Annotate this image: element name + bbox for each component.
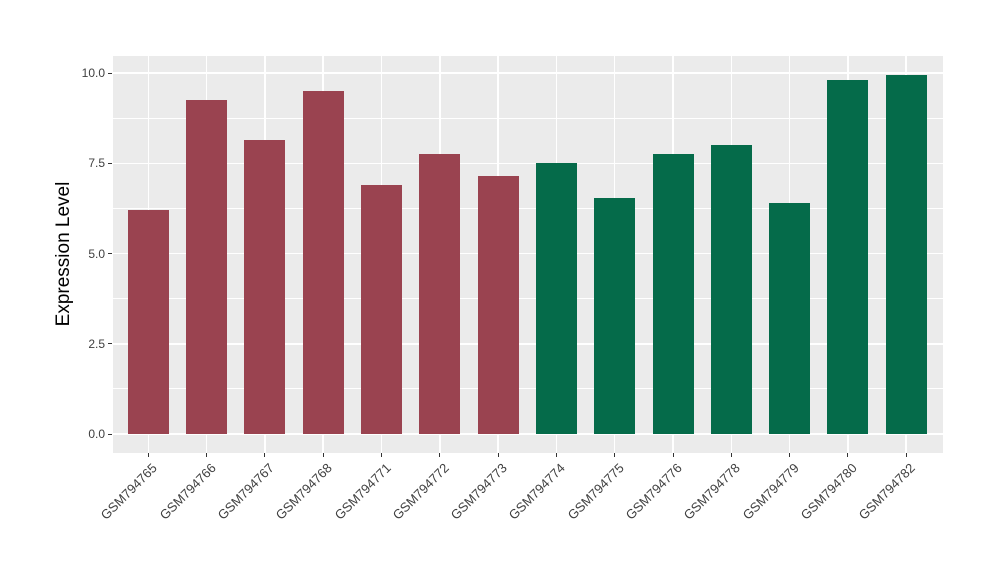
x-tick-mark (555, 453, 557, 457)
x-tick-label: GSM794774 (506, 460, 569, 523)
bar (127, 210, 169, 434)
y-major-gridline (113, 343, 943, 345)
bar (302, 91, 344, 434)
y-major-gridline (113, 433, 943, 435)
y-tick-mark (108, 433, 112, 435)
bar (652, 154, 694, 434)
x-tick-label: GSM794779 (739, 460, 802, 523)
bar (244, 139, 286, 434)
x-tick-mark (439, 453, 441, 457)
y-tick-label: 2.5 (88, 336, 105, 351)
x-tick-label: GSM794782 (855, 460, 919, 523)
x-tick-mark (381, 453, 382, 457)
y-minor-gridline (113, 207, 943, 209)
y-tick-label: 5.0 (88, 246, 105, 261)
bar (361, 184, 402, 434)
x-tick-label: GSM794778 (680, 460, 744, 523)
bar (594, 197, 636, 434)
x-tick-label: GSM794775 (564, 460, 627, 523)
x-tick-label: GSM794771 (331, 460, 394, 523)
bar (885, 74, 927, 434)
y-tick-label: 0.0 (88, 427, 105, 441)
y-minor-gridline (113, 298, 943, 300)
x-tick-label: GSM794780 (797, 460, 860, 523)
y-major-gridline (113, 72, 943, 74)
y-minor-gridline (113, 117, 943, 119)
x-tick-label: GSM794772 (389, 460, 452, 523)
y-tick-mark (108, 253, 112, 254)
x-tick-mark (206, 453, 208, 457)
x-tick-label: GSM794768 (272, 460, 336, 523)
bar (535, 163, 577, 434)
bar (186, 100, 228, 434)
y-minor-gridline (113, 388, 943, 390)
x-tick-mark (497, 453, 499, 457)
x-tick-mark (147, 453, 149, 457)
plot-panel (113, 56, 943, 453)
x-tick-mark (789, 453, 791, 457)
x-tick-label: GSM794766 (156, 460, 219, 523)
y-tick-label: 10.0 (81, 66, 105, 80)
y-major-gridline (113, 162, 943, 164)
bar (827, 80, 869, 434)
y-major-gridline (113, 252, 943, 255)
x-tick-mark (730, 453, 732, 457)
bar (477, 175, 519, 434)
x-tick-label: GSM794767 (214, 460, 277, 523)
x-tick-label: GSM794776 (622, 460, 685, 523)
y-tick-mark (108, 343, 112, 345)
x-tick-mark (905, 453, 907, 457)
x-tick-mark (264, 453, 266, 457)
bar (419, 154, 461, 434)
x-tick-label: GSM794773 (447, 460, 511, 523)
y-tick-mark (108, 72, 112, 74)
bar (710, 145, 752, 434)
x-tick-label: GSM794765 (97, 460, 161, 523)
x-tick-mark (847, 453, 849, 457)
x-tick-mark (614, 453, 616, 457)
y-tick-label: 7.5 (88, 156, 105, 171)
bar (769, 202, 811, 434)
x-tick-mark (672, 453, 674, 457)
y-tick-mark (108, 162, 112, 164)
x-tick-mark (322, 453, 324, 457)
